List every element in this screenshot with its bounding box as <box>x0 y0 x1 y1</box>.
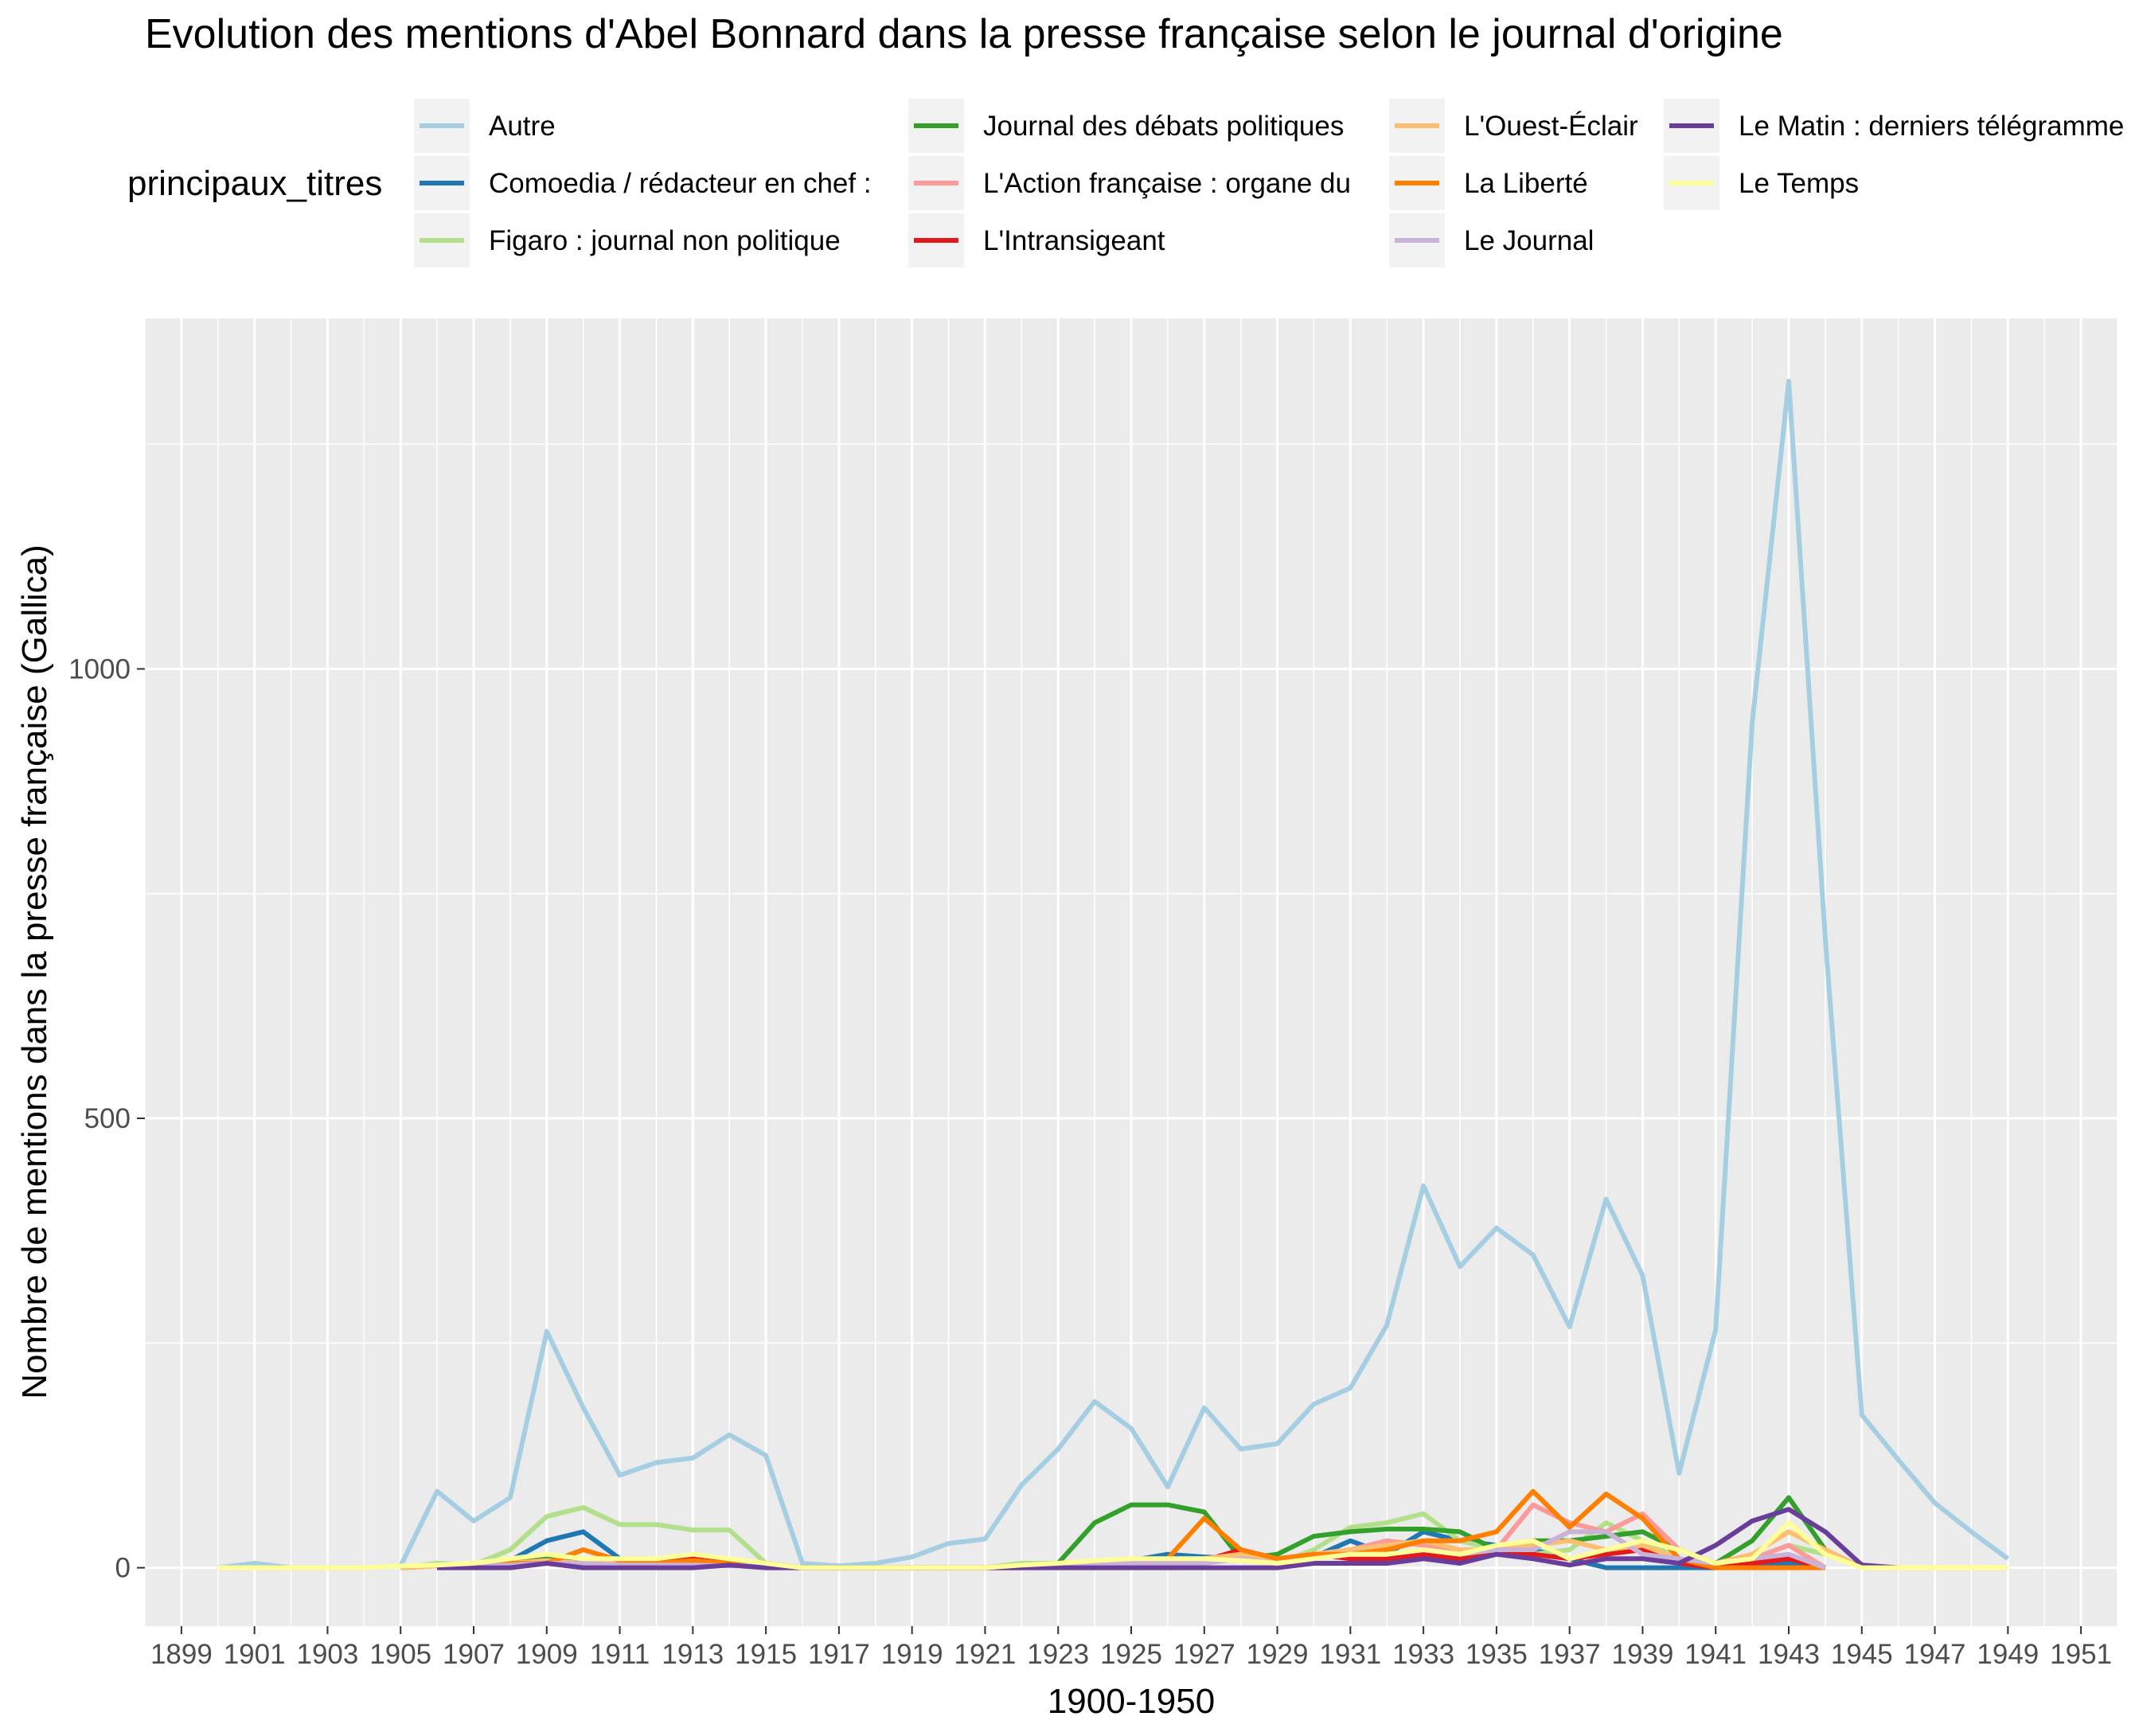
x-tick-label: 1931 <box>1319 1639 1381 1670</box>
legend-label: L'Intransigeant <box>983 225 1165 256</box>
legend-label: La Liberté <box>1464 168 1588 199</box>
x-tick-label: 1939 <box>1612 1639 1674 1670</box>
x-tick-label: 1927 <box>1173 1639 1235 1670</box>
legend-label: L'Ouest-Éclair <box>1464 111 1638 142</box>
legend-item-5: L'Intransigeant <box>908 213 1165 267</box>
legend-item-8: Le Journal <box>1389 213 1594 267</box>
x-tick-label: 1921 <box>954 1639 1017 1670</box>
x-tick-label: 1919 <box>881 1639 943 1670</box>
legend-item-4: L'Action française : organe du <box>908 156 1351 210</box>
series-line-9 <box>437 1507 1899 1570</box>
legend-item-10: Le Temps <box>1664 156 1859 210</box>
legend-item-1: Comoedia / rédacteur en chef : <box>414 156 872 210</box>
y-tick-label: 500 <box>84 1103 131 1134</box>
x-tick-label: 1903 <box>297 1639 359 1670</box>
x-tick-label: 1917 <box>808 1639 870 1670</box>
legend-item-9: Le Matin : derniers télégramme <box>1664 99 2124 153</box>
series-line-8 <box>436 1529 1826 1570</box>
x-tick-label: 1923 <box>1027 1639 1089 1670</box>
legend-item-6: L'Ouest-Éclair <box>1389 99 1638 153</box>
x-tick-label: 1943 <box>1758 1639 1820 1670</box>
x-tick-label: 1937 <box>1539 1639 1601 1670</box>
x-tick-label: 1913 <box>662 1639 724 1670</box>
legend-entries: Autre Comoedia / rédacteur en chef : Figar… <box>414 99 2124 267</box>
x-tick-label: 1941 <box>1684 1639 1747 1670</box>
legend-item-3: Journal des débats politiques <box>908 99 1344 153</box>
x-axis: 1899 1901 1903 1905 1907 1909 1911 1913 1915 1917… <box>150 1626 2112 1670</box>
legend-label: L'Action française : organe du <box>983 168 1351 199</box>
legend-label: Le Temps <box>1739 168 1859 199</box>
y-axis-label: Nombre de mentions dans la presse frança… <box>15 544 54 1399</box>
x-tick-label: 1911 <box>590 1639 650 1670</box>
y-tick-label: 1000 <box>68 653 131 685</box>
x-tick-label: 1907 <box>443 1639 505 1670</box>
x-tick-label: 1945 <box>1831 1639 1893 1670</box>
legend: principaux_titres Autre Comoedia / rédact… <box>127 99 2124 267</box>
y-tick-label: 0 <box>115 1553 131 1584</box>
x-axis-label: 1900-1950 <box>1048 1682 1215 1721</box>
x-tick-label: 1915 <box>735 1639 797 1670</box>
x-tick-label: 1901 <box>224 1639 286 1670</box>
legend-label: Journal des débats politiques <box>983 111 1344 142</box>
chart-title: Evolution des mentions d'Abel Bonnard da… <box>145 11 1783 57</box>
x-tick-label: 1929 <box>1247 1639 1309 1670</box>
legend-label: Le Matin : derniers télégramme <box>1739 111 2124 142</box>
y-axis: 0 500 1000 <box>68 653 145 1584</box>
legend-item-0: Autre <box>414 99 556 153</box>
series-line-0 <box>217 379 2010 1570</box>
x-tick-label: 1935 <box>1466 1639 1528 1670</box>
legend-label: Le Journal <box>1464 225 1594 256</box>
series-lines <box>217 379 2010 1570</box>
legend-label: Figaro : journal non politique <box>489 225 841 256</box>
x-tick-label: 1909 <box>516 1639 578 1670</box>
series-line-10 <box>217 1520 2008 1570</box>
x-tick-label: 1947 <box>1904 1639 1966 1670</box>
x-tick-label: 1933 <box>1392 1639 1454 1670</box>
legend-item-2: Figaro : journal non politique <box>414 213 841 267</box>
x-tick-label: 1951 <box>2050 1639 2112 1670</box>
x-tick-label: 1925 <box>1100 1639 1162 1670</box>
legend-item-7: La Liberté <box>1389 156 1588 210</box>
legend-label: Autre <box>489 111 556 142</box>
legend-title: principaux_titres <box>127 164 382 203</box>
legend-label: Comoedia / rédacteur en chef : <box>489 168 872 199</box>
x-tick-label: 1905 <box>369 1639 431 1670</box>
x-tick-label: 1949 <box>1977 1639 2039 1670</box>
x-tick-label: 1899 <box>150 1639 213 1670</box>
